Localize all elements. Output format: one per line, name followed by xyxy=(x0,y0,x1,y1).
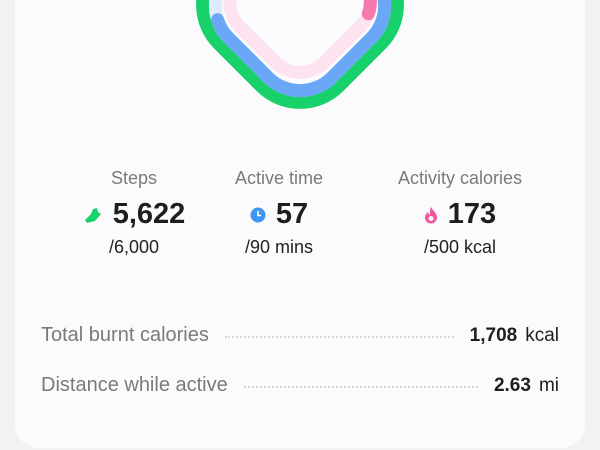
distance-label: Distance while active xyxy=(41,374,228,396)
steps-goal: /6,000 xyxy=(108,237,160,257)
total-burnt-calories-value: 1,708 xyxy=(469,324,518,346)
steps-ring xyxy=(196,0,404,109)
active-time-label: Active time xyxy=(234,168,324,188)
shoe-icon xyxy=(84,207,101,223)
steps-value: 5,622 xyxy=(112,198,186,230)
distance-unit: mi xyxy=(538,374,559,396)
steps-stat[interactable]: Steps 5,622 /6,000 xyxy=(44,168,224,258)
activity-rings xyxy=(196,0,404,109)
dotted-leader xyxy=(224,335,454,338)
dotted-leader xyxy=(243,385,478,388)
active-time-value: 57 xyxy=(275,198,309,230)
distance-row: Distance while active 2.63 mi xyxy=(41,374,559,397)
activity-calories-stat[interactable]: Activity calories 173 /500 kcal xyxy=(370,168,550,258)
activity-calories-label: Activity calories xyxy=(397,168,523,188)
activity-calories-goal: /500 kcal xyxy=(423,237,497,257)
flame-icon xyxy=(424,206,437,223)
steps-label: Steps xyxy=(110,168,158,188)
distance-value: 2.63 xyxy=(493,374,531,396)
total-burnt-calories-unit: kcal xyxy=(525,324,559,346)
calories-ring-track xyxy=(223,0,377,79)
activity-calories-value: 173 xyxy=(447,198,497,230)
active-time-ring-progress xyxy=(208,0,392,98)
active-time-goal: /90 mins xyxy=(244,237,314,257)
total-burnt-calories-row: Total burnt calories 1,708 kcal xyxy=(41,324,559,347)
total-burnt-calories-label: Total burnt calories xyxy=(41,324,209,346)
clock-icon xyxy=(250,207,266,222)
active-time-stat[interactable]: Active time 57 /90 mins xyxy=(189,168,369,258)
